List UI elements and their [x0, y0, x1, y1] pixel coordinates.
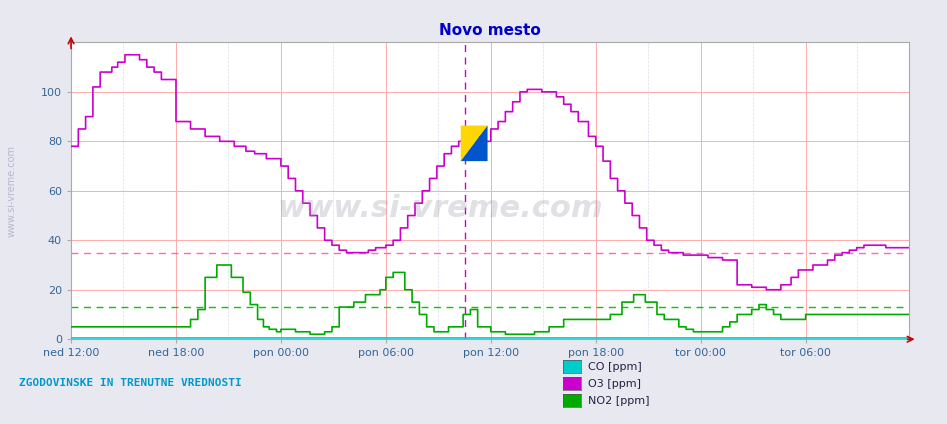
Polygon shape	[461, 126, 488, 161]
Text: www.si-vreme.com: www.si-vreme.com	[277, 194, 602, 223]
Text: ZGODOVINSKE IN TRENUTNE VREDNOSTI: ZGODOVINSKE IN TRENUTNE VREDNOSTI	[19, 378, 241, 388]
Polygon shape	[461, 126, 488, 161]
Text: www.si-vreme.com: www.si-vreme.com	[7, 145, 16, 237]
Text: O3 [ppm]: O3 [ppm]	[588, 379, 641, 389]
Title: Novo mesto: Novo mesto	[439, 23, 541, 39]
Text: CO [ppm]: CO [ppm]	[588, 362, 642, 372]
Text: NO2 [ppm]: NO2 [ppm]	[588, 396, 650, 406]
